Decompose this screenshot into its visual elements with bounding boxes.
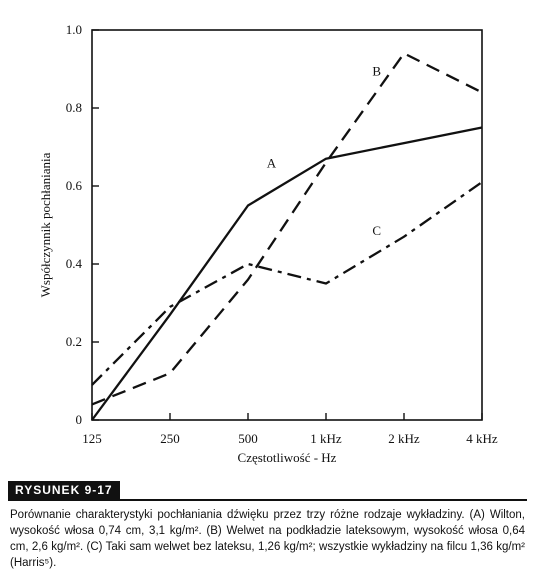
series-line-c	[91, 181, 483, 386]
figure-caption: Porównanie charakterystyki pochłaniania …	[10, 509, 525, 569]
series-label-a: A	[267, 155, 277, 170]
x-tick-label: 500	[238, 431, 258, 446]
series-label-b: B	[372, 64, 381, 79]
absorption-chart: 125 250 500 1 kHz 2 kHz 4 kHz 0 0.2 0.4 0.6 0.8 1.…	[38, 22, 498, 465]
y-axis-title: Współczynnik pochłaniania	[38, 152, 53, 297]
y-axis: 0 0.2 0.4 0.6 0.8 1.0	[66, 22, 99, 427]
y-tick-label: 0	[76, 412, 83, 427]
y-tick-label: 1.0	[66, 22, 82, 37]
y-tick-label: 0.2	[66, 334, 82, 349]
plot-frame	[91, 29, 483, 421]
x-tick-label: 125	[82, 431, 102, 446]
series-label-c: C	[372, 223, 381, 238]
y-tick-label: 0.8	[66, 100, 82, 115]
figure-label: RYSUNEK 9-17	[8, 481, 120, 500]
x-axis: 125 250 500 1 kHz 2 kHz 4 kHz	[82, 413, 498, 446]
x-tick-label: 250	[160, 431, 180, 446]
figure-rule	[8, 499, 527, 501]
series-line-b	[91, 52, 483, 406]
x-tick-label: 1 kHz	[310, 431, 342, 446]
y-tick-label: 0.4	[66, 256, 83, 271]
series-line-a	[91, 126, 483, 421]
x-tick-label: 4 kHz	[466, 431, 498, 446]
x-axis-title: Częstotliwość - Hz	[238, 450, 337, 465]
y-tick-label: 0.6	[66, 178, 83, 193]
x-tick-label: 2 kHz	[388, 431, 420, 446]
series-lines: A B C	[91, 52, 483, 421]
